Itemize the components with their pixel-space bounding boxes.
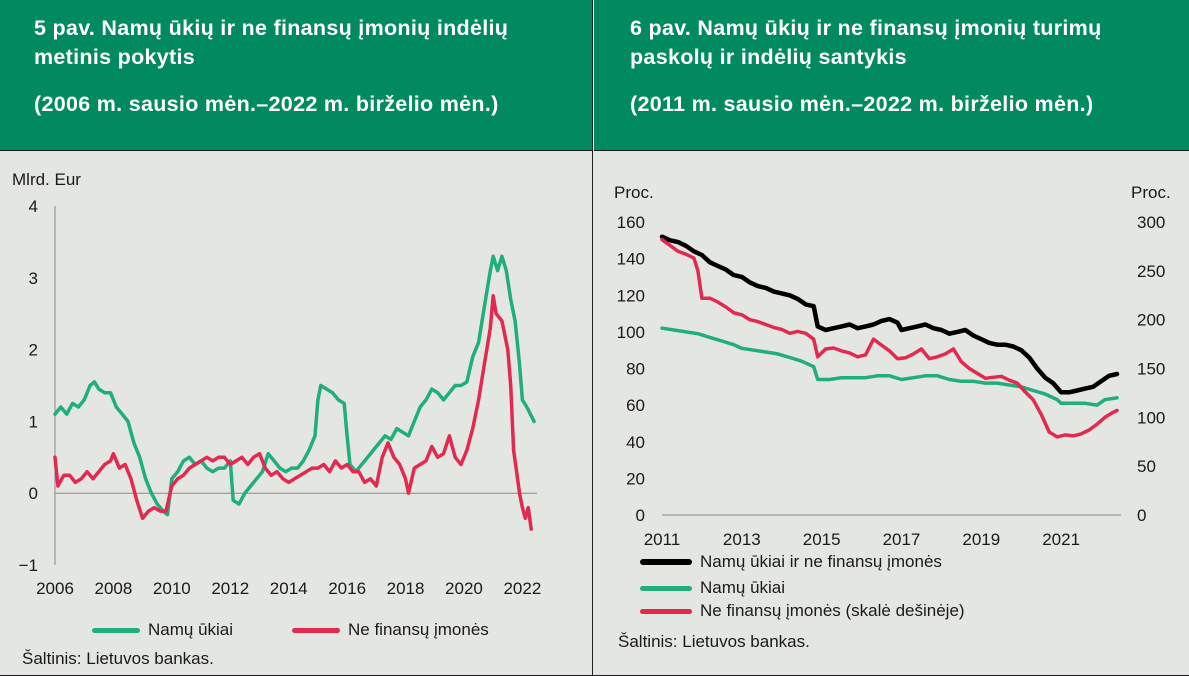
y-tick-label: 60	[626, 396, 645, 415]
y-tick-label: 0	[636, 506, 645, 525]
right-chart-panel: 6 pav. Namų ūkių ir ne finansų įmonių tu…	[594, 0, 1189, 675]
y-axis-title: Proc.	[614, 183, 654, 202]
x-tick-label: 2011	[644, 530, 681, 549]
x-tick-label: 2020	[445, 579, 483, 598]
left-source-note: Šaltinis: Lietuvos bankas.	[22, 649, 214, 668]
y-tick-label: 80	[626, 360, 645, 379]
right-legend-item-companies: Ne finansų įmonės (skalė dešinėje)	[640, 601, 965, 621]
y2-tick-label: 300	[1137, 213, 1165, 232]
y-tick-label: −1	[19, 556, 38, 575]
right-legend-item-total: Namų ūkiai ir ne finansų įmonės	[640, 552, 942, 572]
y-tick-label: 40	[626, 433, 645, 452]
x-tick-label: 2013	[723, 530, 761, 549]
y-tick-label: 4	[29, 197, 38, 216]
x-tick-label: 2018	[387, 579, 425, 598]
legend-swatch	[92, 627, 140, 633]
x-tick-label: 2017	[883, 530, 921, 549]
right-chart-svg: 0 20 40 60 80 100 120 140 160 0 50 100 150 200 250 300 2…	[614, 183, 1171, 549]
x-tick-label: 2019	[962, 530, 1000, 549]
x-tick-label: 2015	[803, 530, 841, 549]
y-tick-label: 1	[29, 412, 38, 431]
x-tick-label: 2016	[328, 579, 366, 598]
y-tick-label: 2	[29, 341, 38, 360]
left-chart-title: 5 pav. Namų ūkių ir ne finansų įmonių in…	[34, 16, 509, 69]
right-chart-title: 6 pav. Namų ūkių ir ne finansų įmonių tu…	[630, 16, 1102, 69]
series-line-2	[660, 326, 1119, 407]
left-chart-header: 5 pav. Namų ūkių ir ne finansų įmonių in…	[0, 0, 592, 151]
left-chart-panel: 5 pav. Namų ūkių ir ne finansų įmonių in…	[0, 0, 593, 675]
legend-swatch	[292, 627, 340, 633]
x-tick-label: 2012	[211, 579, 249, 598]
y2-axis-title: Proc.	[1131, 183, 1171, 202]
legend-label: Ne finansų įmonės (skalė dešinėje)	[700, 601, 965, 620]
left-legend-item-households: Namų ūkiai	[92, 620, 233, 640]
y2-tick-label: 0	[1137, 506, 1146, 525]
y-tick-label: 3	[29, 269, 38, 288]
y2-tick-label: 150	[1137, 360, 1165, 379]
x-tick-label: 2008	[95, 579, 133, 598]
x-tick-label: 2021	[1042, 530, 1080, 549]
y-tick-label: 20	[626, 469, 645, 488]
y-axis-title: Mlrd. Eur	[12, 170, 81, 189]
legend-swatch	[640, 559, 692, 565]
series-line-1	[53, 254, 536, 517]
y2-tick-label: 50	[1137, 457, 1156, 476]
y-tick-label: 100	[617, 323, 645, 342]
legend-label: Namų ūkiai	[700, 578, 786, 597]
y2-tick-label: 250	[1137, 262, 1165, 281]
x-tick-label: 2022	[503, 579, 541, 598]
legend-label: Ne finansų įmonės	[348, 620, 489, 639]
y-tick-label: 0	[29, 484, 38, 503]
right-chart-header: 6 pav. Namų ūkių ir ne finansų įmonių tu…	[594, 0, 1189, 151]
y2-tick-label: 200	[1137, 311, 1165, 330]
left-chart-svg: −1 0 1 2 3 4 2006 2008 2010 2012 2014 2016 2018 2020 2…	[12, 170, 541, 598]
x-tick-label: 2006	[36, 579, 74, 598]
legend-swatch	[640, 608, 692, 614]
legend-label: Namų ūkiai	[148, 620, 234, 639]
series-line-2	[53, 294, 533, 531]
x-tick-label: 2014	[270, 579, 308, 598]
series-line-1	[659, 234, 1120, 395]
series-line-3	[660, 237, 1119, 439]
left-chart-subtitle: (2006 m. sausio mėn.–2022 m. birželio mė…	[34, 92, 499, 116]
right-chart-subtitle: (2011 m. sausio mėn.–2022 m. birželio mė…	[630, 92, 1094, 116]
legend-swatch	[640, 585, 692, 591]
right-source-note: Šaltinis: Lietuvos bankas.	[618, 632, 810, 651]
x-tick-label: 2010	[153, 579, 191, 598]
y2-tick-label: 100	[1137, 408, 1165, 427]
y-tick-label: 120	[617, 286, 645, 305]
right-legend-item-households: Namų ūkiai	[640, 578, 785, 598]
y-tick-label: 140	[617, 250, 645, 269]
left-legend-item-companies: Ne finansų įmonės	[292, 620, 489, 640]
y-tick-label: 160	[617, 213, 645, 232]
legend-label: Namų ūkiai ir ne finansų įmonės	[700, 552, 942, 571]
